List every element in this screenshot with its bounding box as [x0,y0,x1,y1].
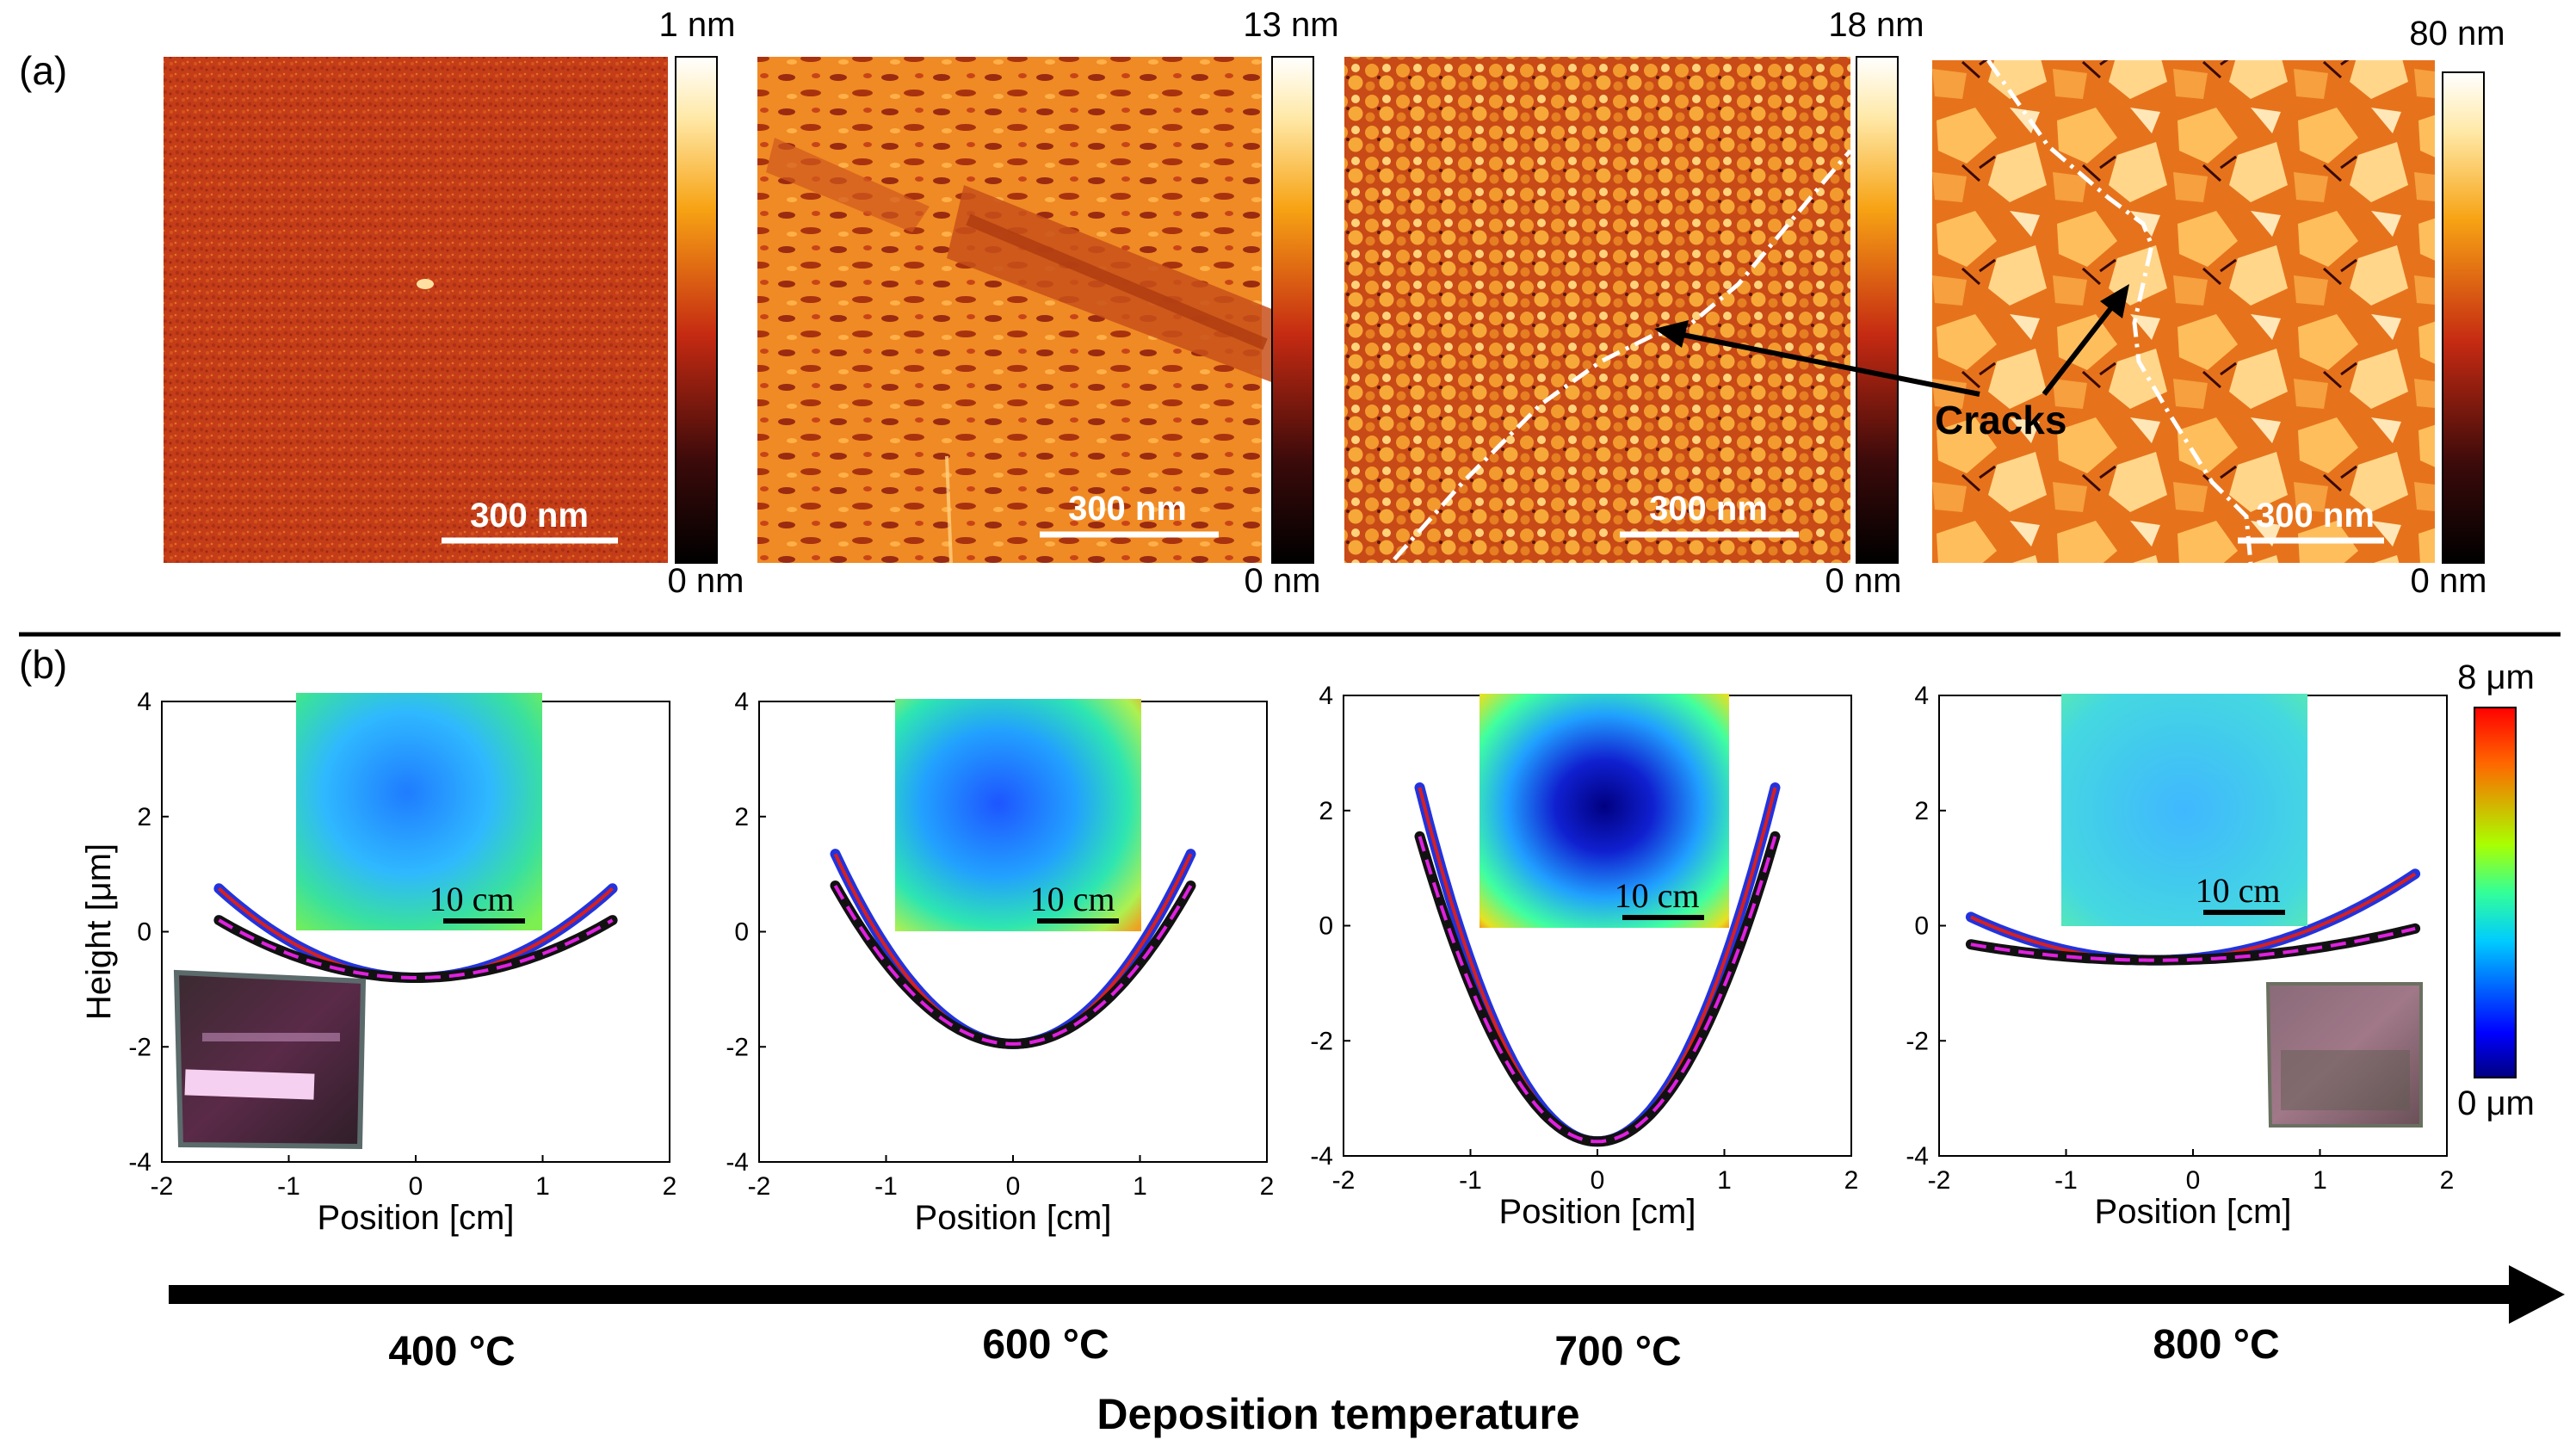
deformation-map-600C [895,699,1141,931]
x-tick-label: 0 [409,1172,423,1201]
panel-b-label: (b) [19,642,67,687]
y-tick-label: 4 [137,688,151,716]
afm-image-800C: 300 nm [1932,59,2435,564]
inset-scalebar-label: 10 cm [2196,871,2281,910]
y-tick-label: 4 [734,688,749,716]
x-tick-label: -1 [277,1172,300,1201]
y-tick-label: -2 [1906,1027,1929,1055]
y-tick-label: -2 [726,1033,749,1061]
x-axis-label: Position [cm] [318,1199,515,1237]
deformation-map-400C [296,693,542,930]
x-tick-label: 1 [1133,1172,1147,1201]
profile-fit-line [218,918,614,979]
x-axis-label: Position [cm] [2095,1193,2292,1231]
y-tick-label: -4 [1906,1142,1929,1171]
y-tick-label: 2 [137,803,151,831]
afm-colorbar-600C: 13 nm 0 nm [1243,6,1338,600]
inset-scalebar-label: 10 cm [429,880,515,918]
temperature-axis: 400 °C 600 °C 700 °C 800 °C Deposition t… [169,1265,2565,1438]
y-tick-label: 4 [1319,682,1333,710]
sample-photo-400C [173,969,367,1150]
y-tick-label: 0 [137,918,151,947]
arrow-head-icon [1654,320,1689,348]
deformation-map-800C [2061,694,2307,926]
colorbar-max-label: 80 nm [2409,15,2505,53]
temperature-label-400: 400 °C [388,1329,515,1375]
scalebar-label: 300 nm [2256,497,2375,534]
x-tick-label: 2 [663,1172,677,1201]
y-tick-label: -4 [128,1148,151,1177]
x-tick-label: 0 [1006,1172,1021,1201]
y-tick-label: 2 [1914,797,1929,825]
y-tick-label: 0 [1914,912,1929,941]
colorbar-min-label: 0 nm [1245,562,1321,600]
scalebar-label: 300 nm [1649,490,1768,528]
colorbar-max-label: 8 μm [2457,658,2535,696]
cracks-annotation: Cracks [1654,284,2129,442]
temperature-label-800: 800 °C [2153,1322,2279,1368]
arrow-line [1677,331,1980,397]
y-tick-label: 2 [734,803,749,831]
y-tick-label: 2 [1319,797,1333,825]
colorbar-max-label: 13 nm [1243,6,1338,44]
afm-image-600C: 300 nm [757,57,1274,564]
scalebar-label: 300 nm [470,497,589,534]
panel-a-label: (a) [19,48,67,93]
x-tick-label: -2 [748,1172,771,1201]
x-tick-label: 1 [2313,1166,2327,1195]
inset-scalebar-label: 10 cm [1615,876,1700,915]
x-tick-label: -2 [1928,1166,1951,1195]
temperature-arrow-head-icon [2509,1265,2565,1324]
y-tick-label: -4 [726,1148,749,1177]
y-tick-label: -2 [128,1033,151,1061]
inset-scalebar-label: 10 cm [1030,880,1115,918]
x-tick-label: 0 [2186,1166,2201,1195]
y-tick-label: 0 [734,918,749,947]
y-tick-label: 4 [1914,682,1929,710]
afm-image-400C: 300 nm [164,57,668,563]
y-tick-label: -4 [1310,1142,1333,1171]
x-axis-label: Position [cm] [915,1199,1112,1237]
arrow-line [2042,304,2116,396]
height-colorbar: 8 μm 0 μm [2457,658,2535,1122]
arrow-head-icon [2100,284,2129,318]
colorbar-min-label: 0 nm [1825,562,1902,600]
temperature-label-600: 600 °C [982,1322,1109,1368]
x-tick-label: 1 [1717,1166,1732,1195]
crack-trace [1986,59,2253,564]
cracks-label: Cracks [1935,398,2066,442]
x-tick-label: -1 [874,1172,898,1201]
afm-colorbar-700C: 18 nm 0 nm [1825,6,1924,600]
x-tick-label: 1 [535,1172,550,1201]
afm-colorbar-400C: 1 nm 0 nm [659,6,744,600]
deformation-map-700C [1480,694,1729,928]
x-tick-label: 2 [1844,1166,1859,1195]
scalebar-label: 300 nm [1068,490,1187,528]
x-axis-label: Position [cm] [1499,1193,1696,1231]
colorbar-min-label: 0 nm [668,562,744,600]
temperature-label-700: 700 °C [1554,1329,1681,1375]
x-tick-label: -1 [2054,1166,2078,1195]
profile-fit-line [1970,926,2416,962]
x-tick-label: -1 [1459,1166,1482,1195]
afm-image-700C: 300 nm [1344,57,1852,563]
colorbar-max-label: 1 nm [659,6,736,44]
colorbar-max-label: 18 nm [1828,6,1924,44]
y-axis-label: Height [μm] [80,843,118,1020]
colorbar-min-label: 0 μm [2457,1084,2535,1122]
y-tick-label: -2 [1310,1027,1333,1055]
x-tick-label: 0 [1591,1166,1605,1195]
x-tick-label: 2 [2440,1166,2455,1195]
x-tick-label: -2 [1332,1166,1356,1195]
colorbar-min-label: 0 nm [2411,562,2487,600]
sample-photo-800C [2265,982,2423,1128]
y-tick-label: 0 [1319,912,1333,941]
profile-fit-line [1418,836,1777,1144]
x-tick-label: 2 [1260,1172,1275,1201]
deposition-temperature-title: Deposition temperature [1096,1390,1579,1438]
x-tick-label: -2 [151,1172,174,1201]
afm-colorbar-800C: 80 nm 0 nm [2409,15,2505,600]
profile-fit-line [833,885,1193,1046]
